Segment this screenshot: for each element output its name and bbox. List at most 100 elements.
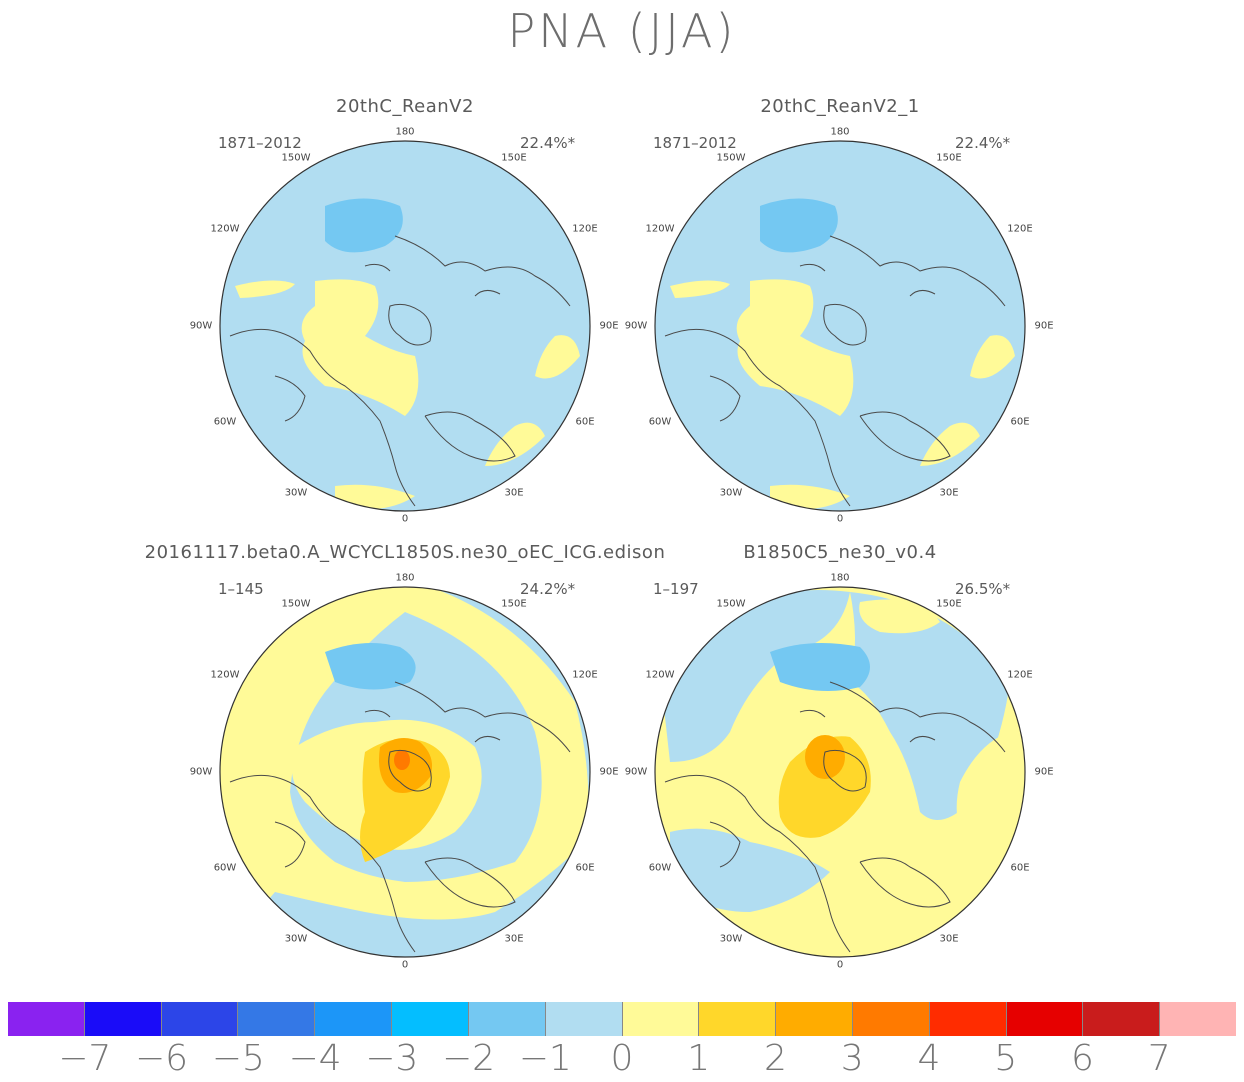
lon-label: 30E bbox=[504, 487, 524, 499]
map-boundary bbox=[654, 586, 1026, 958]
positive-anomaly-region bbox=[301, 279, 419, 416]
colorbar-swatch bbox=[545, 1002, 623, 1036]
colorbar-tick-label: 3 bbox=[840, 1038, 864, 1079]
map-boundary bbox=[219, 140, 591, 512]
positive-anomaly-region bbox=[335, 484, 415, 510]
lon-label: 0 bbox=[836, 513, 844, 525]
panel-years: 1–145 bbox=[218, 580, 264, 598]
lon-label: 0 bbox=[401, 513, 409, 525]
colorbar-swatch bbox=[468, 1002, 546, 1036]
panel-years: 1–197 bbox=[653, 580, 699, 598]
lon-label: 60W bbox=[213, 862, 237, 874]
colorbar-tick-label: −2 bbox=[441, 1038, 496, 1079]
lon-label: 150E bbox=[501, 598, 527, 610]
map-boundary bbox=[219, 586, 591, 958]
colorbar-swatch bbox=[161, 1002, 239, 1036]
lon-label: 180 bbox=[830, 572, 850, 584]
positive-anomaly-region bbox=[235, 280, 295, 298]
colorbar-tick-label: −3 bbox=[365, 1038, 419, 1079]
colorbar-swatch bbox=[929, 1002, 1007, 1036]
colorbar-tick-label: 7 bbox=[1147, 1038, 1171, 1079]
positive-anomaly-core bbox=[394, 750, 410, 770]
positive-anomaly-region bbox=[920, 422, 980, 466]
coastlines bbox=[229, 681, 571, 953]
lon-label: 180 bbox=[830, 126, 850, 138]
lon-label: 60E bbox=[575, 862, 595, 874]
panel-years: 1871–2012 bbox=[653, 134, 737, 152]
zero-anomaly-region bbox=[670, 828, 830, 912]
lon-label: 90W bbox=[189, 766, 213, 778]
lon-label: 120W bbox=[645, 223, 675, 235]
colorbar-tick-label: −4 bbox=[288, 1038, 342, 1079]
colorbar bbox=[8, 1002, 1236, 1036]
lon-label: 150E bbox=[501, 152, 527, 164]
coastlines bbox=[664, 235, 1006, 507]
lon-label: 90E bbox=[599, 766, 619, 778]
colorbar-tick-label: 6 bbox=[1071, 1038, 1094, 1079]
negative-anomaly-region bbox=[325, 198, 403, 253]
lon-label: 30W bbox=[719, 487, 743, 499]
lon-label: 90W bbox=[189, 320, 213, 332]
colorbar-tick-label: −5 bbox=[211, 1038, 265, 1079]
positive-anomaly-region bbox=[859, 599, 940, 634]
polar-map bbox=[219, 140, 591, 512]
negative-anomaly-region bbox=[760, 198, 838, 253]
lon-label: 60E bbox=[1010, 416, 1030, 428]
lon-label: 60E bbox=[575, 416, 595, 428]
colorbar-swatch bbox=[84, 1002, 162, 1036]
colorbar-tick-label: 2 bbox=[764, 1038, 787, 1079]
coastlines bbox=[229, 235, 571, 507]
colorbar-tick-label: −7 bbox=[58, 1038, 112, 1079]
positive-anomaly-region bbox=[770, 484, 850, 510]
map-panel-2: 20thC_ReanV2_1 1871–2012 22.4%* 180 150E bbox=[560, 96, 1120, 536]
lon-label: 0 bbox=[836, 959, 844, 971]
panel-years: 1871–2012 bbox=[218, 134, 302, 152]
lon-label: 60E bbox=[1010, 862, 1030, 874]
lon-label: 180 bbox=[395, 126, 415, 138]
lon-label: 150E bbox=[936, 152, 962, 164]
lon-label: 120W bbox=[210, 223, 240, 235]
lon-label: 150W bbox=[716, 152, 746, 164]
lon-label: 150W bbox=[281, 152, 311, 164]
zero-anomaly-region bbox=[850, 592, 1010, 820]
lon-label: 120E bbox=[1007, 669, 1033, 681]
figure-title: PNA (JJA) bbox=[507, 4, 737, 58]
colorbar-tick-label: 0 bbox=[610, 1038, 634, 1079]
positive-anomaly-region bbox=[220, 587, 589, 957]
zero-anomaly-field bbox=[220, 141, 590, 511]
lon-label: 150W bbox=[716, 598, 746, 610]
colorbar-swatch bbox=[238, 1002, 316, 1036]
positive-anomaly-region bbox=[670, 280, 730, 298]
polar-map bbox=[654, 586, 1026, 958]
lon-label: 0 bbox=[401, 959, 409, 971]
lon-label: 120W bbox=[645, 669, 675, 681]
lon-label: 150W bbox=[281, 598, 311, 610]
colorbar-swatch bbox=[622, 1002, 700, 1036]
map-panel-1: 20thC_ReanV2 1871–2012 22.4%* 180 150E bbox=[125, 96, 685, 536]
map-panel-3: 20161117.beta0.A_WCYCL1850S.ne30_oEC_ICG… bbox=[125, 542, 685, 982]
lon-label: 60W bbox=[213, 416, 237, 428]
colorbar-swatch bbox=[1160, 1002, 1236, 1036]
polar-map bbox=[219, 586, 591, 958]
colorbar-swatch bbox=[776, 1002, 853, 1036]
lon-label: 120E bbox=[572, 669, 598, 681]
lon-label: 30E bbox=[504, 933, 524, 945]
lon-label: 30W bbox=[284, 933, 308, 945]
panel-title: 20thC_ReanV2 bbox=[336, 96, 474, 117]
positive-anomaly-region bbox=[485, 422, 545, 466]
panel-title: 20thC_ReanV2_1 bbox=[760, 96, 920, 117]
polar-map bbox=[654, 140, 1026, 512]
positive-anomaly-region bbox=[970, 335, 1015, 379]
coastlines bbox=[664, 681, 1006, 953]
lon-label: 90E bbox=[1034, 766, 1054, 778]
colorbar-tick-label: −6 bbox=[134, 1038, 189, 1079]
positive-anomaly-region bbox=[778, 736, 871, 838]
lon-label: 30W bbox=[719, 933, 743, 945]
negative-anomaly-region bbox=[325, 643, 416, 690]
lon-label: 120W bbox=[210, 669, 240, 681]
positive-anomaly-core bbox=[805, 735, 845, 779]
lon-label: 30E bbox=[939, 487, 959, 499]
colorbar-swatch bbox=[1083, 1002, 1161, 1036]
lon-label: 60W bbox=[648, 416, 672, 428]
panel-variance-pct: 24.2%* bbox=[520, 580, 576, 598]
